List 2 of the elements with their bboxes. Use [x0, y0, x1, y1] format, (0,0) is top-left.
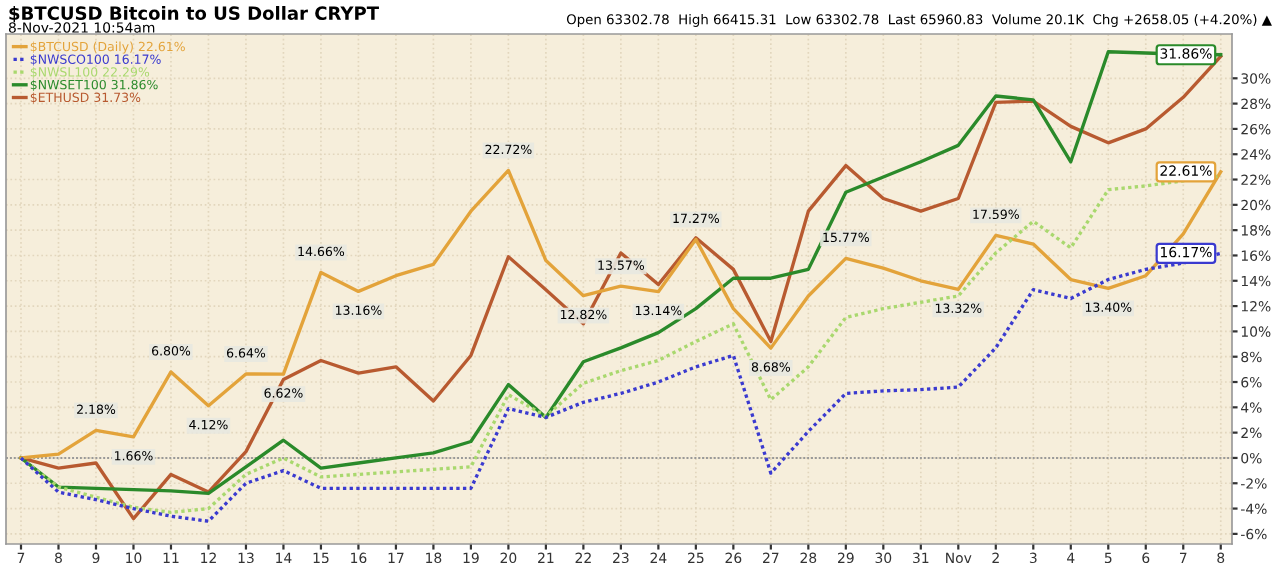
- chart-title: $BTCUSD Bitcoin to US Dollar CRYPT: [9, 6, 379, 23]
- line-series: [19, 168, 1223, 460]
